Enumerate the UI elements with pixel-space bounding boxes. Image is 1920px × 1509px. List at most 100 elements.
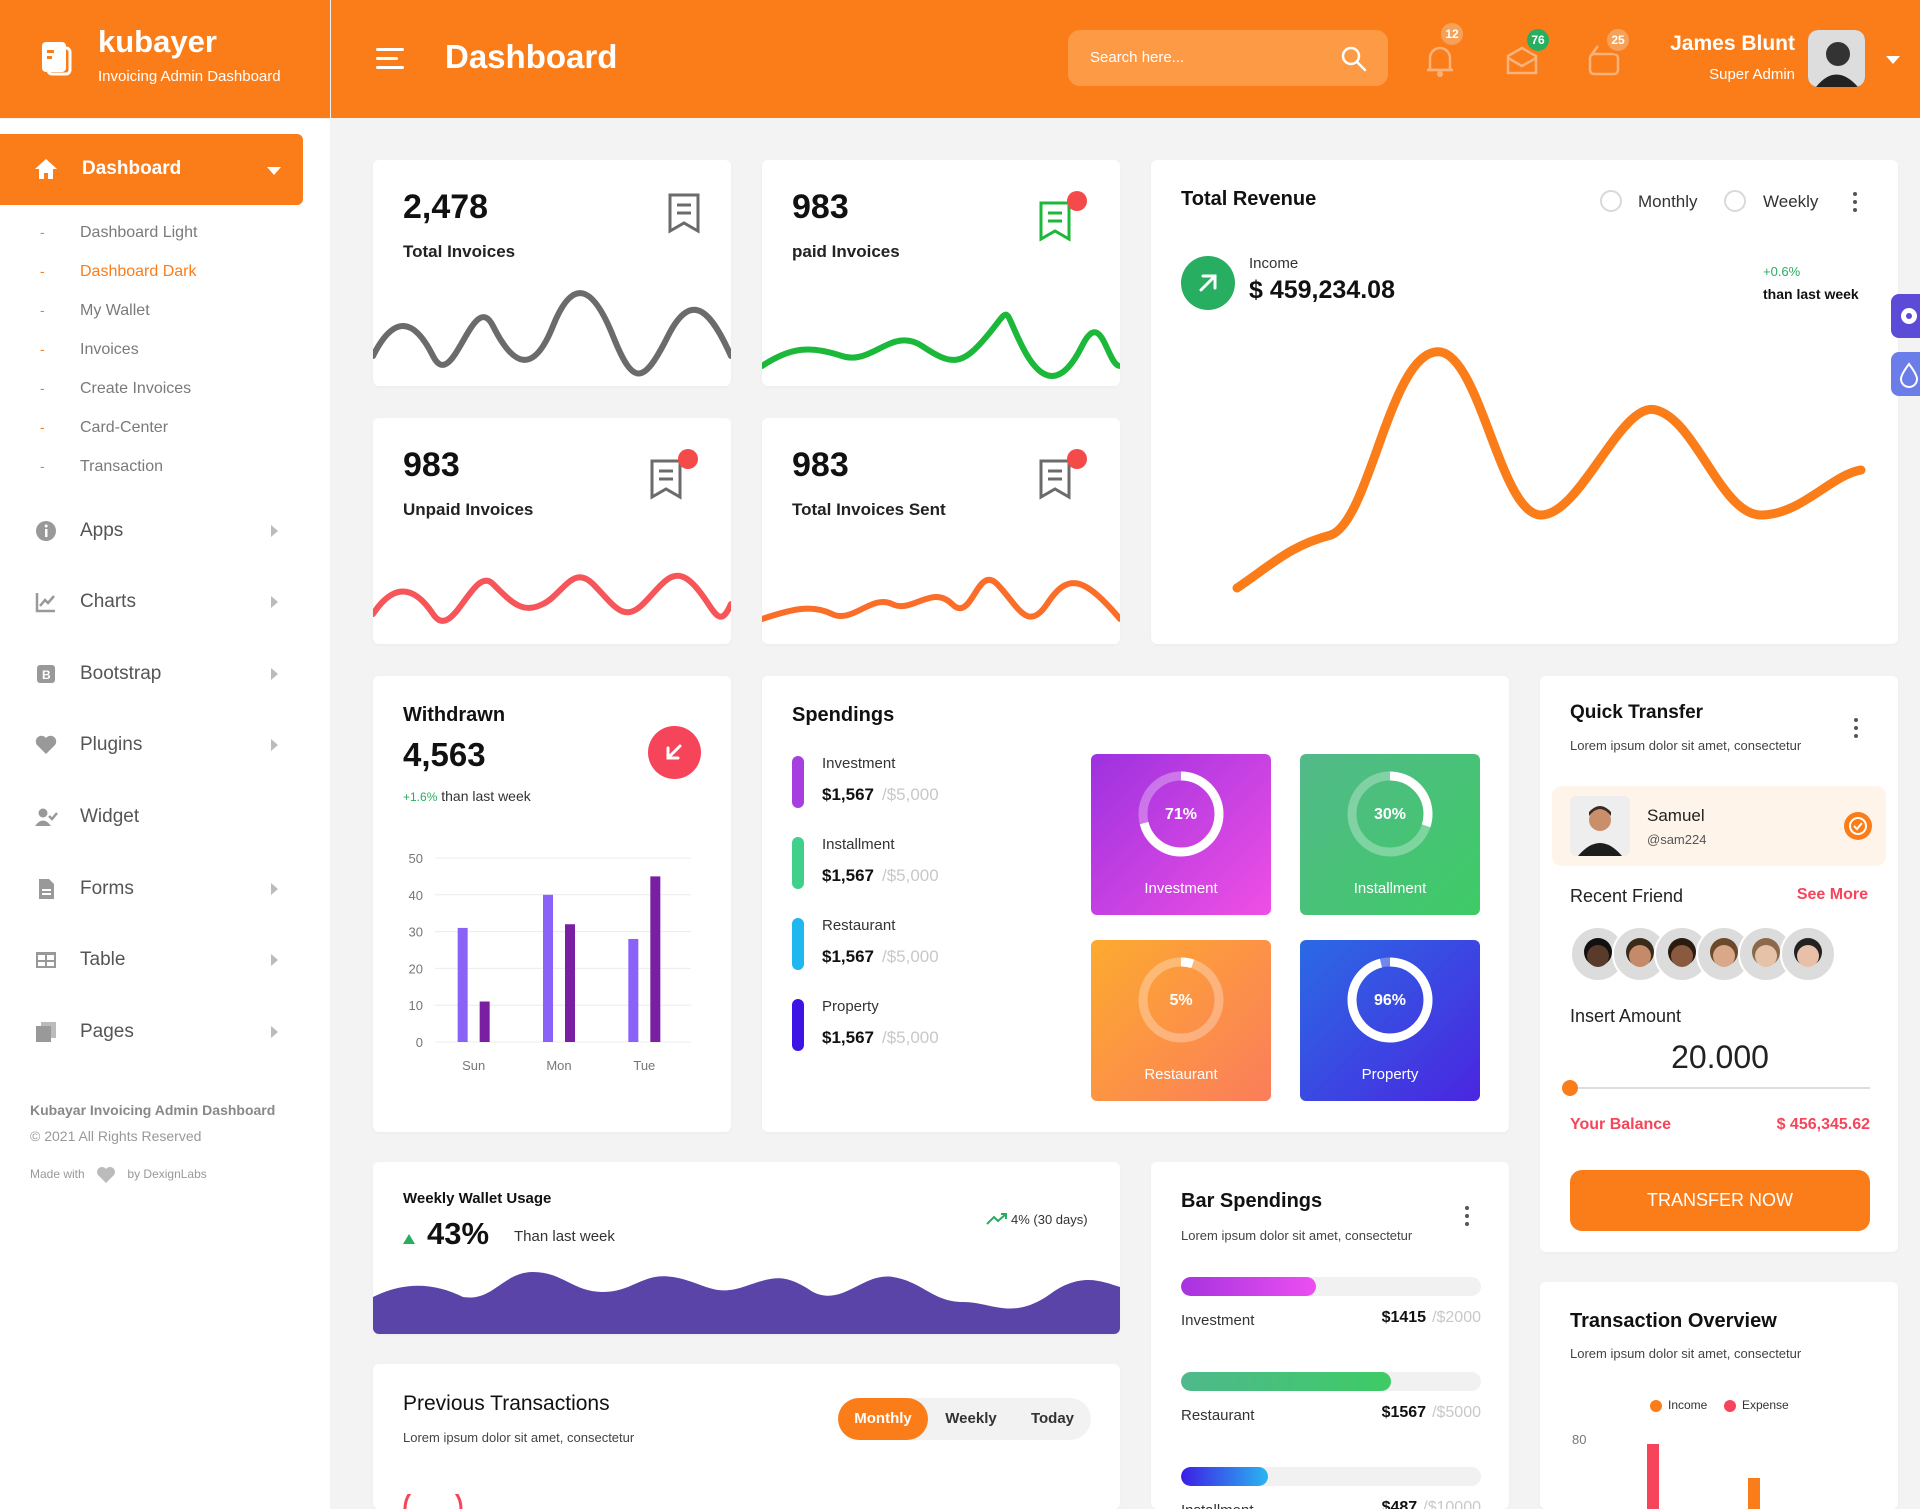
total-revenue-card: Total Revenue Monthly Weekly Income $ 45… [1151,160,1898,644]
legend-expense: Expense [1724,1398,1789,1412]
stat-card-total-invoices: 2,478 Total Invoices [373,160,731,386]
sparkline [762,577,1120,622]
submenu-item[interactable]: Transaction [80,458,163,475]
receipt-icon [650,459,682,500]
previous-title: Previous Transactions [403,1392,610,1415]
chart-icon [35,593,55,613]
progress-ring [1347,957,1433,1043]
period-tabs: Monthly Weekly Today [838,1398,1091,1440]
notification-bell[interactable]: 12 [1420,20,1466,80]
amount-slider-track[interactable] [1570,1087,1870,1089]
tab-weekly[interactable]: Weekly [945,1410,997,1427]
mail-badge: 76 [1524,26,1552,54]
sidebar-item-charts[interactable]: Charts [0,582,300,622]
radio-monthly[interactable] [1600,190,1622,212]
stat-label: Total Invoices [403,242,516,261]
sidebar-item-label: Pages [80,1021,134,1042]
submenu-item[interactable]: Invoices [80,341,139,358]
x-tick-label: Mon [546,1058,571,1073]
friend-avatar[interactable] [1570,926,1626,982]
amount-input[interactable]: 20.000 [1671,1039,1769,1075]
progress-ring [1138,771,1224,857]
tab-today[interactable]: Today [1030,1410,1075,1427]
spending-color-bar [792,918,804,970]
spending-tile-restaurant[interactable]: 5% Restaurant [1091,940,1271,1101]
withdrawn-card: Withdrawn 4,563 +1.6% than last week 50 4… [373,676,731,1132]
avatar[interactable] [1808,30,1865,87]
brand-name[interactable]: kubayer [98,24,217,59]
pages-icon [36,1022,56,1042]
spending-amount: $1,567 [822,866,874,885]
submenu-bullet: - [40,224,45,240]
heart-icon [97,1167,116,1183]
svg-text:B: B [42,668,51,682]
friend-avatar[interactable] [1654,926,1710,982]
submenu-item[interactable]: Dashboard Dark [80,263,197,280]
submenu-item[interactable]: Dashboard Light [80,224,198,241]
settings-float-button[interactable] [1891,294,1920,338]
submenu-item[interactable]: My Wallet [80,302,150,319]
transfer-now-button[interactable]: TRANSFER NOW [1570,1170,1870,1231]
overview-title: Transaction Overview [1570,1310,1777,1332]
alert-dot [1067,449,1087,469]
contact-card[interactable]: Samuel @sam224 [1552,786,1886,866]
more-options-icon[interactable] [1854,718,1858,742]
friend-avatar[interactable] [1738,926,1794,982]
hamburger-menu-icon[interactable] [376,48,404,72]
user-role: Super Admin [1709,66,1795,83]
receipt-icon [1039,459,1071,500]
mail-icon [1506,46,1538,75]
option-weekly[interactable]: Weekly [1763,192,1819,211]
spending-tile-installment[interactable]: 30% Installment [1300,754,1480,915]
friend-avatar[interactable] [1780,926,1836,982]
notification-mail[interactable]: 76 [1502,26,1552,80]
theme-float-button[interactable] [1891,352,1920,396]
sidebar-item-dashboard[interactable]: Dashboard [0,134,303,205]
sidebar-item-label: Dashboard [82,158,182,179]
more-options-icon[interactable] [1853,192,1857,216]
progress-ring [1138,957,1224,1043]
option-monthly[interactable]: Monthly [1638,192,1698,211]
spending-amount: $1,567 [822,1028,874,1047]
sidebar-item-widget[interactable]: Widget [0,797,300,837]
see-more-link[interactable]: See More [1796,886,1868,903]
bar-spending-amount: $1415 [1381,1309,1427,1326]
search-box[interactable]: Search here... [1068,30,1388,86]
bar-spending-name: Investment [1181,1312,1255,1329]
submenu-bullet: - [40,458,45,474]
user-name[interactable]: James Blunt [1670,32,1795,55]
spending-tile-investment[interactable]: 71% Investment [1091,754,1271,915]
sidebar-item-table[interactable]: Table [0,940,300,980]
info-icon [36,521,56,541]
withdrawn-bar-chart: 50 40 30 20 10 0 Sun Mon Tue [409,851,691,1073]
progress-ring [1347,771,1433,857]
amount-slider-handle[interactable] [1562,1080,1578,1096]
submenu-item[interactable]: Card-Center [80,419,169,436]
sidebar-item-bootstrap[interactable]: B Bootstrap [0,654,300,694]
more-options-icon[interactable] [1465,1206,1469,1230]
search-input[interactable]: Search here... [1090,49,1185,66]
check-circle-icon [1844,812,1872,840]
tab-monthly[interactable]: Monthly [838,1398,928,1440]
gear-icon [1901,308,1917,324]
contact-name: Samuel [1647,806,1705,825]
tile-label: Restaurant [1144,1066,1218,1083]
spending-total: /$5,000 [882,866,939,885]
spending-progress-track [1181,1277,1481,1296]
submenu-item[interactable]: Create Invoices [80,380,192,397]
radio-weekly[interactable] [1724,190,1746,212]
sidebar-item-apps[interactable]: Apps [0,511,300,551]
friend-avatar[interactable] [1696,926,1752,982]
friend-avatar[interactable] [1612,926,1668,982]
tile-label: Investment [1144,880,1218,897]
spending-tile-property[interactable]: 96% Property [1300,940,1480,1101]
sidebar-item-forms[interactable]: Forms [0,869,300,909]
chevron-down-icon[interactable] [1886,56,1900,66]
notification-gift[interactable]: 25 [1584,26,1632,80]
sidebar-item-pages[interactable]: Pages [0,1012,300,1052]
legend-income: Income [1650,1398,1707,1412]
search-icon[interactable] [1340,45,1368,73]
sidebar-item-plugins[interactable]: Plugins [0,725,300,765]
sidebar-item-label: Forms [80,878,134,899]
stat-label: Total Invoices Sent [792,500,946,519]
